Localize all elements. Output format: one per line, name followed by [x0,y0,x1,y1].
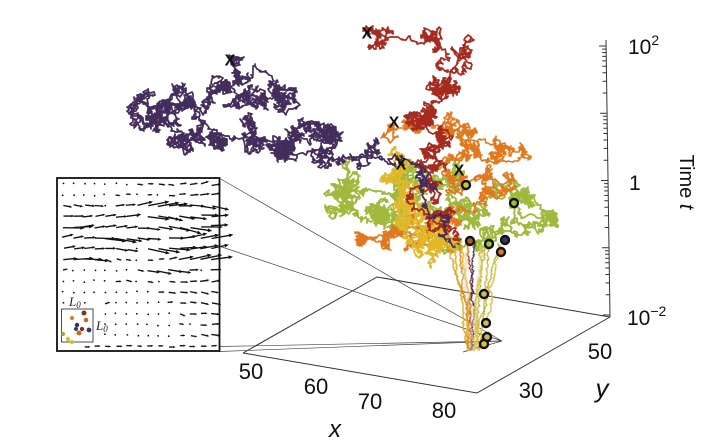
svg-text:50: 50 [239,359,263,384]
svg-text:X: X [225,53,236,70]
svg-text:x: x [328,416,342,443]
svg-text:Time t: Time t [675,155,697,211]
svg-text:y: y [594,373,611,403]
svg-text:30: 30 [519,378,543,403]
svg-text:1: 1 [629,172,641,195]
svg-text:70: 70 [358,389,382,414]
svg-text:X: X [454,163,465,180]
svg-text:60: 60 [304,374,328,399]
svg-text:50: 50 [588,339,612,364]
svg-text:X: X [389,115,400,132]
svg-text:80: 80 [432,398,456,423]
svg-text:X: X [396,157,407,174]
svg-text:X: X [362,26,373,43]
